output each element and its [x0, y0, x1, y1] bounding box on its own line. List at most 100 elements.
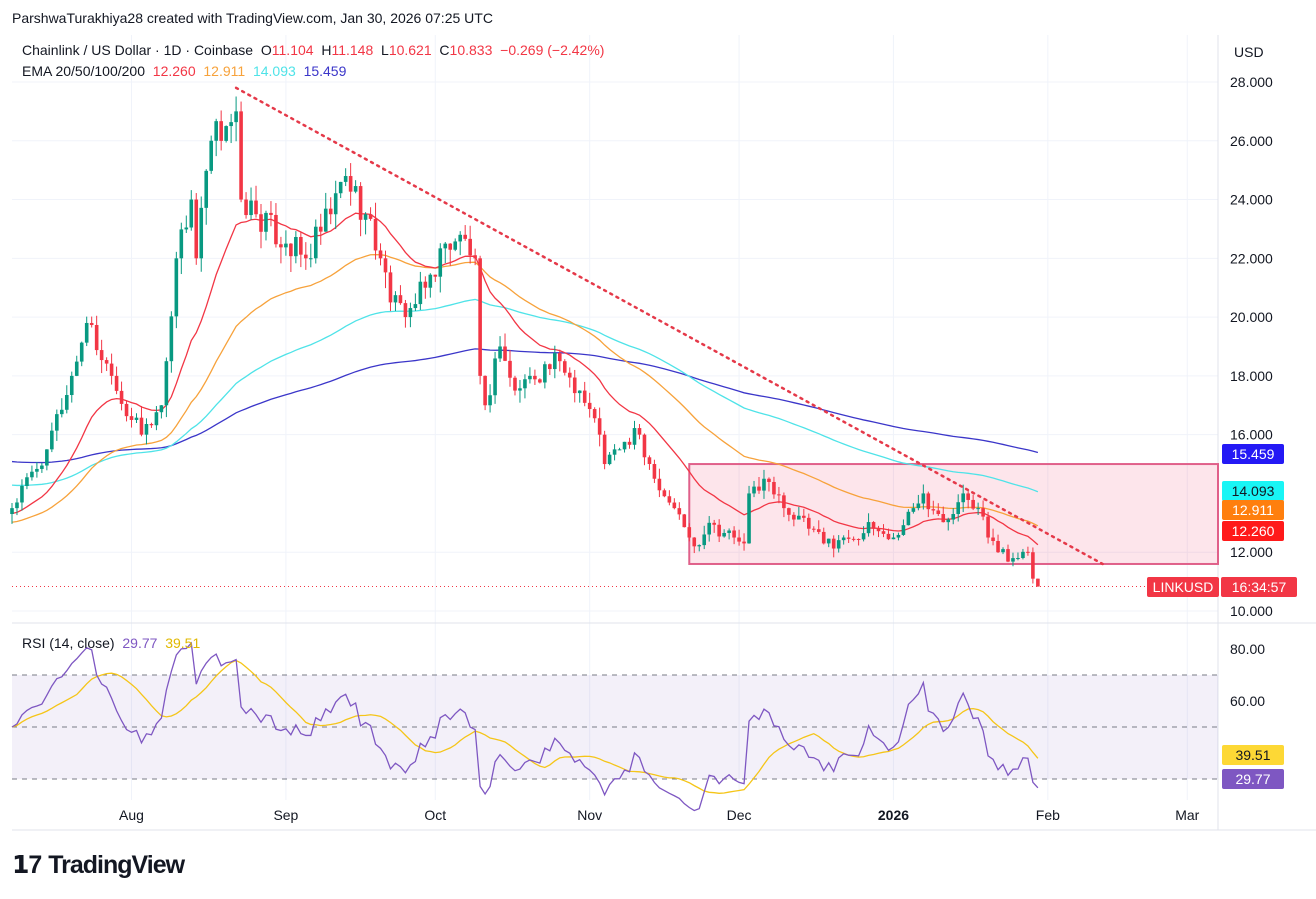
candle-body	[488, 395, 492, 406]
candle	[304, 242, 308, 270]
candle	[797, 506, 801, 520]
candle-body	[562, 361, 567, 373]
candle-body	[976, 508, 980, 510]
candle	[274, 203, 278, 248]
ema-label: EMA 20/50/100/200	[22, 63, 145, 79]
candle-body	[826, 538, 831, 544]
candle	[617, 447, 622, 451]
candle	[244, 192, 248, 219]
candle	[60, 398, 64, 418]
candle	[174, 251, 179, 329]
candle	[249, 187, 253, 220]
candle-body	[244, 199, 248, 216]
candle	[1036, 578, 1040, 587]
candle	[906, 509, 911, 526]
candle	[204, 169, 209, 225]
candle	[1021, 548, 1025, 560]
candle-body	[792, 514, 796, 520]
candle-body	[403, 303, 408, 318]
candle	[807, 513, 811, 536]
candle-body	[996, 540, 1000, 553]
candle	[682, 513, 687, 528]
candle-body	[572, 377, 577, 394]
candle-body	[657, 478, 662, 491]
candle	[353, 180, 358, 194]
candle-body	[901, 525, 906, 535]
candle-body	[184, 227, 189, 230]
candle-body	[836, 540, 841, 549]
candle	[772, 476, 776, 499]
candle-body	[224, 126, 228, 141]
close-value: 10.833	[449, 42, 493, 58]
candle	[891, 532, 896, 540]
candle-body	[866, 522, 871, 534]
candle	[408, 302, 413, 328]
candle-body	[1016, 558, 1020, 560]
currency-label[interactable]: USD	[1234, 44, 1264, 60]
candle-body	[84, 322, 89, 343]
candle-body	[602, 434, 607, 465]
candle	[916, 494, 921, 511]
symbol-legend: Chainlink / US Dollar · 1D · Coinbase O1…	[22, 42, 604, 58]
candle-body	[40, 465, 44, 469]
candle	[991, 528, 995, 546]
candle	[976, 502, 980, 516]
candle	[802, 508, 806, 523]
candle-body	[946, 519, 951, 523]
tradingview-logo[interactable]: 𝟭7 TradingView	[12, 850, 185, 880]
candle	[378, 243, 383, 266]
candle	[134, 413, 139, 424]
candle	[792, 512, 796, 527]
rsi-legend[interactable]: RSI (14, close) 29.77 39.51	[22, 635, 200, 651]
candle-body	[737, 537, 741, 542]
candle-body	[299, 236, 303, 255]
candle-body	[438, 248, 443, 277]
candle	[30, 465, 34, 481]
candle-body	[69, 375, 74, 396]
candle-body	[318, 226, 323, 232]
candle	[99, 339, 104, 374]
candle	[787, 507, 791, 522]
candle-body	[777, 494, 781, 496]
candle	[229, 113, 233, 144]
candle	[936, 503, 941, 516]
candle-body	[558, 353, 562, 362]
candle	[861, 526, 866, 542]
y-tick-label: 24.000	[1230, 192, 1273, 208]
candle	[64, 385, 69, 414]
candle-body	[617, 449, 622, 451]
candle	[279, 236, 283, 264]
candle	[528, 367, 532, 384]
candle-body	[647, 457, 652, 465]
ema20-value: 12.260	[152, 63, 196, 79]
candle-body	[856, 539, 861, 541]
candle	[328, 197, 333, 225]
candle	[478, 255, 482, 385]
candle	[642, 433, 647, 466]
high-label: H	[321, 42, 332, 58]
candle	[752, 480, 756, 498]
candle	[358, 182, 363, 237]
rsi-ma-tag: 39.51	[1222, 745, 1284, 765]
ema-legend[interactable]: EMA 20/50/100/200 12.260 12.911 14.093 1…	[22, 63, 346, 79]
candle	[458, 231, 462, 256]
candle	[388, 265, 393, 312]
candle-body	[109, 363, 114, 376]
candle-body	[921, 493, 926, 504]
candle	[348, 163, 353, 206]
candle	[234, 96, 238, 142]
candle	[69, 371, 74, 403]
candle	[881, 524, 886, 538]
candle	[762, 469, 766, 499]
candle	[199, 196, 204, 272]
y-tick-label: 12.000	[1230, 544, 1273, 560]
candle-body	[727, 530, 731, 533]
candle	[169, 311, 174, 373]
candle	[393, 291, 398, 312]
candle-body	[269, 212, 273, 215]
candle-body	[353, 186, 358, 192]
candle-body	[443, 243, 448, 249]
candle	[951, 508, 956, 525]
candle-body	[169, 316, 174, 362]
